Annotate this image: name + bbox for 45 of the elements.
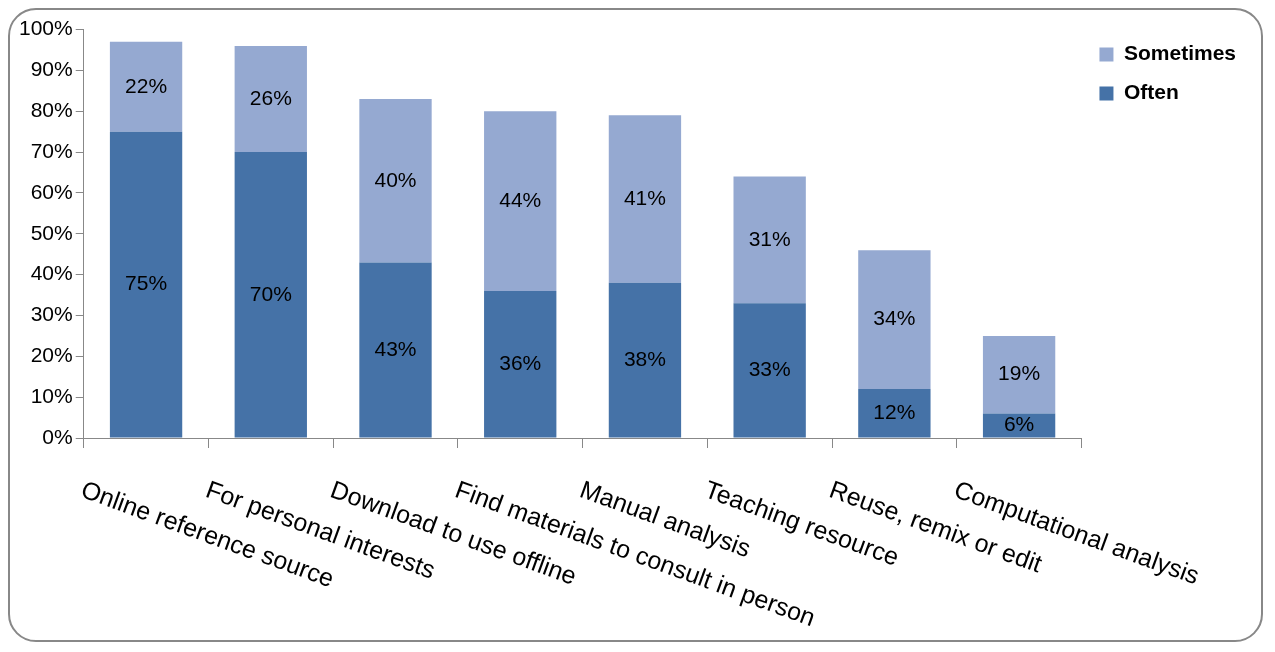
y-tick-label: 30%	[30, 302, 73, 326]
bar	[234, 152, 307, 438]
data-label: 26%	[249, 85, 292, 109]
data-label: 12%	[873, 400, 916, 424]
bar	[484, 290, 557, 438]
data-label: 38%	[623, 346, 666, 370]
bar	[234, 45, 307, 153]
data-label: 36%	[499, 351, 542, 375]
bar	[109, 41, 183, 132]
bar	[982, 335, 1056, 414]
data-label: 41%	[623, 185, 666, 209]
data-label: 22%	[125, 73, 168, 97]
bar	[109, 131, 183, 438]
y-tick-label: 60%	[30, 179, 73, 203]
bar	[982, 413, 1056, 438]
legend-label: Sometimes	[1123, 41, 1236, 65]
data-label: 19%	[998, 361, 1041, 385]
data-label: 70%	[249, 281, 292, 305]
y-tick-label: 10%	[30, 383, 73, 407]
bar	[484, 111, 557, 291]
y-tick-label: 80%	[30, 98, 73, 122]
y-tick-label: 100%	[18, 16, 73, 40]
y-tick-label: 20%	[30, 343, 73, 367]
y-tick-label: 40%	[30, 261, 73, 285]
y-tick-label: 90%	[30, 57, 73, 81]
bar	[858, 388, 931, 438]
y-tick-label: 0%	[42, 424, 73, 448]
bar	[733, 303, 806, 438]
y-tick-label: 50%	[30, 220, 73, 244]
data-label: 43%	[374, 336, 417, 360]
data-label: 31%	[748, 226, 791, 250]
data-label: 75%	[125, 271, 168, 295]
legend-label: Often	[1123, 80, 1179, 104]
data-label: 44%	[499, 187, 542, 211]
bar	[608, 115, 682, 283]
bar	[608, 282, 682, 438]
data-label: 34%	[873, 306, 916, 330]
y-tick-label: 70%	[30, 138, 73, 162]
bar	[858, 250, 931, 389]
bar	[359, 262, 432, 438]
data-label: 33%	[748, 357, 791, 381]
data-label: 40%	[374, 167, 417, 191]
data-label: 6%	[1003, 412, 1035, 436]
bar	[733, 176, 806, 304]
bar	[359, 99, 432, 263]
